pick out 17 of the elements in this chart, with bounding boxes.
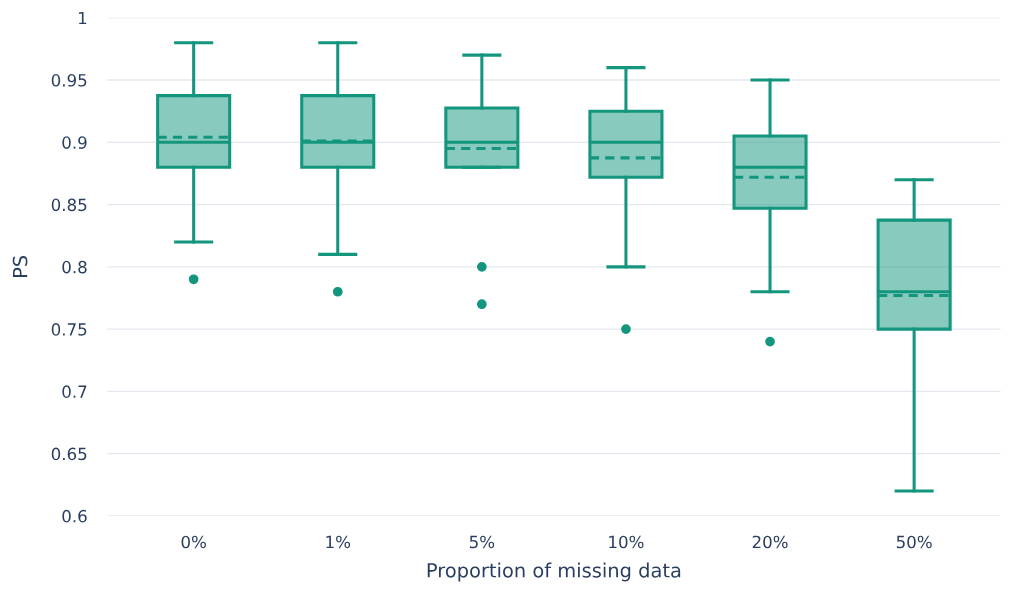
y-axis-title: PS	[12, 255, 28, 277]
x-axis-title: Proportion of missing data	[427, 562, 681, 582]
y-tick-label: 0.65	[51, 447, 87, 461]
y-tick-label: 0.7	[62, 385, 87, 398]
y-tick-label: 1	[78, 11, 87, 25]
x-tick-label: 5%	[469, 535, 495, 549]
x-tick-label: 1%	[326, 535, 351, 549]
y-tick-label: 0.95	[51, 74, 87, 87]
y-tick-label: 0.9	[62, 136, 87, 149]
y-tick-label: 0.85	[51, 198, 87, 212]
x-tick-label: 50%	[896, 535, 932, 549]
y-tick-label: 0.75	[51, 323, 87, 336]
x-tick-label: 0%	[181, 535, 206, 549]
y-tick-label: 0.8	[62, 260, 87, 274]
y-tick-label: 0.6	[62, 509, 87, 523]
x-tick-label: 20%	[752, 535, 788, 549]
x-tick-label: 10%	[609, 535, 644, 549]
